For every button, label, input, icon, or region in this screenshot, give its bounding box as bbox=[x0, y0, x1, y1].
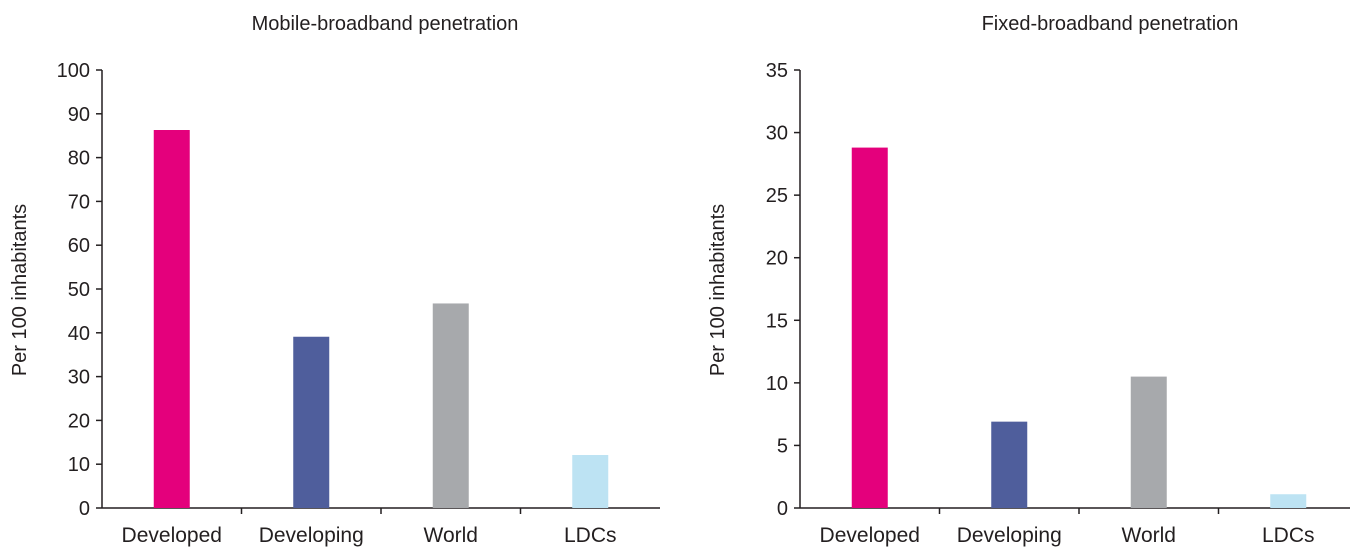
bar-developing bbox=[991, 421, 1028, 508]
y-tick-label: 0 bbox=[777, 498, 788, 520]
y-tick-labels: 0 10 20 30 40 50 60 70 80 90 100 bbox=[57, 60, 90, 520]
y-tick-label: 25 bbox=[766, 185, 788, 207]
mobile-broadband-chart: Mobile-broadband penetration Per 100 inh… bbox=[9, 13, 660, 547]
y-tick-label: 40 bbox=[68, 323, 90, 345]
y-tick-label: 30 bbox=[68, 367, 90, 389]
bar-developed bbox=[153, 130, 190, 509]
bar-ldcs bbox=[1270, 494, 1307, 508]
bar-developed bbox=[851, 147, 888, 509]
bar-world bbox=[432, 303, 469, 508]
x-tick-labels: Developed Developing World LDCs bbox=[820, 524, 1315, 547]
y-axis-label: Per 100 inhabitants bbox=[9, 204, 31, 376]
bar-ldcs bbox=[572, 455, 609, 508]
y-tick-label: 10 bbox=[766, 373, 788, 395]
y-tick-labels: 0 5 10 15 20 25 30 35 bbox=[766, 60, 788, 520]
bar-developing bbox=[293, 336, 330, 508]
y-tick-label: 90 bbox=[68, 104, 90, 126]
axes bbox=[96, 69, 660, 514]
bar-world bbox=[1130, 376, 1167, 508]
y-tick-label: 70 bbox=[68, 191, 90, 213]
y-tick-label: 60 bbox=[68, 235, 90, 257]
chart-title: Fixed-broadband penetration bbox=[982, 13, 1239, 35]
y-tick-label: 5 bbox=[777, 435, 788, 457]
y-tick-label: 20 bbox=[68, 410, 90, 432]
y-tick-label: 80 bbox=[68, 148, 90, 170]
bars bbox=[153, 130, 609, 509]
x-tick-label: Developed bbox=[820, 524, 920, 547]
x-tick-label: LDCs bbox=[564, 524, 617, 547]
y-axis-label: Per 100 inhabitants bbox=[707, 204, 729, 376]
y-tick-label: 35 bbox=[766, 60, 788, 82]
x-tick-label: LDCs bbox=[1262, 524, 1315, 547]
axes bbox=[794, 69, 1350, 514]
y-tick-label: 50 bbox=[68, 279, 90, 301]
x-tick-label: Developed bbox=[122, 524, 222, 547]
y-tick-label: 0 bbox=[79, 498, 90, 520]
y-tick-label: 100 bbox=[57, 60, 90, 82]
x-tick-label: World bbox=[424, 524, 478, 547]
y-tick-label: 20 bbox=[766, 248, 788, 270]
y-tick-label: 15 bbox=[766, 310, 788, 332]
bars bbox=[851, 147, 1307, 509]
x-tick-label: Developing bbox=[957, 524, 1062, 547]
chart-title: Mobile-broadband penetration bbox=[252, 13, 519, 35]
fixed-broadband-chart: Fixed-broadband penetration Per 100 inha… bbox=[707, 13, 1350, 547]
y-tick-label: 10 bbox=[68, 454, 90, 476]
x-tick-label: World bbox=[1122, 524, 1176, 547]
x-tick-labels: Developed Developing World LDCs bbox=[122, 524, 617, 547]
x-tick-label: Developing bbox=[259, 524, 364, 547]
y-tick-label: 30 bbox=[766, 123, 788, 145]
